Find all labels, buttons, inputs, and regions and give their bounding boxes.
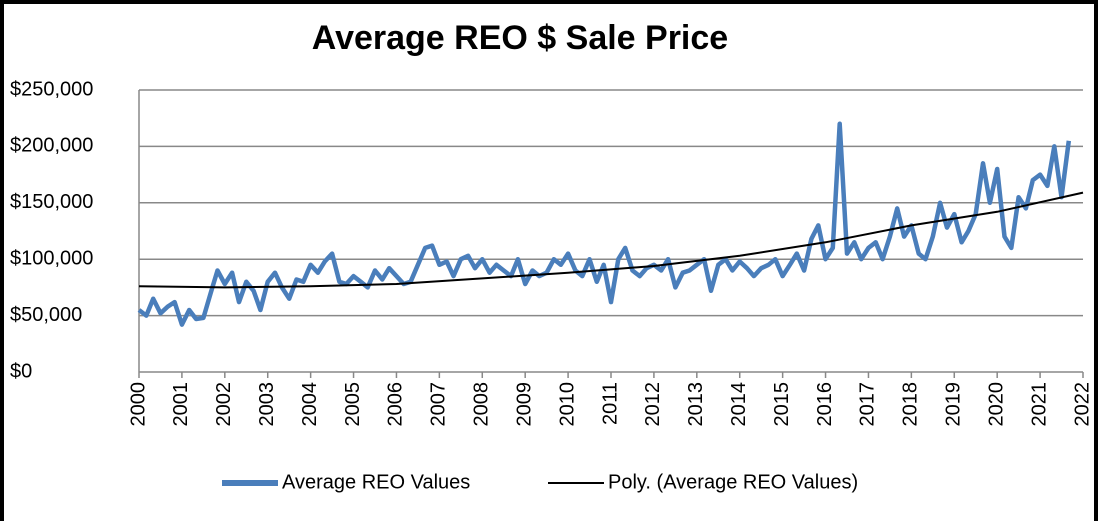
x-tick-label: 2004 xyxy=(299,382,321,427)
x-tick-label: 2008 xyxy=(471,382,493,427)
y-tick-label: $50,000 xyxy=(10,304,82,326)
x-tick-label: 2020 xyxy=(985,382,1007,427)
x-tick-label: 2021 xyxy=(1028,382,1050,427)
series-line xyxy=(138,191,1084,289)
x-tick-label: 2011 xyxy=(599,382,621,425)
x-tick-label: 2017 xyxy=(857,382,879,427)
x-tick-label: 2003 xyxy=(256,382,278,427)
legend-label: Average REO Values xyxy=(282,471,470,493)
chart-title: Average REO $ Sale Price xyxy=(312,19,728,57)
x-tick-label: 2007 xyxy=(428,382,450,427)
x-tick-label: 2013 xyxy=(685,382,707,427)
x-tick-label: 2012 xyxy=(642,382,664,427)
x-tick-label: 2019 xyxy=(943,382,965,427)
y-tick-label: $150,000 xyxy=(10,191,93,213)
x-tick-label: 2002 xyxy=(213,382,235,427)
x-tick-label: 2009 xyxy=(513,382,535,427)
x-tick-label: 2001 xyxy=(170,382,192,427)
x-tick-label: 2015 xyxy=(771,382,793,427)
y-tick-label: $0 xyxy=(10,360,32,382)
y-tick-label: $200,000 xyxy=(10,135,93,157)
y-tick-label: $250,000 xyxy=(10,78,93,100)
x-tick-label: 2022 xyxy=(1071,382,1093,427)
x-tick-label: 2018 xyxy=(900,382,922,427)
x-tick-label: 2006 xyxy=(385,382,407,427)
x-tick-label: 2010 xyxy=(556,382,578,427)
x-tick-label: 2014 xyxy=(728,382,750,427)
x-tick-label: 2000 xyxy=(127,382,149,427)
legend-label: Poly. (Average REO Values) xyxy=(608,471,858,493)
x-tick-label: 2016 xyxy=(814,382,836,427)
y-tick-label: $100,000 xyxy=(10,247,93,269)
series-line xyxy=(137,121,1072,327)
x-tick-label: 2005 xyxy=(342,382,364,427)
